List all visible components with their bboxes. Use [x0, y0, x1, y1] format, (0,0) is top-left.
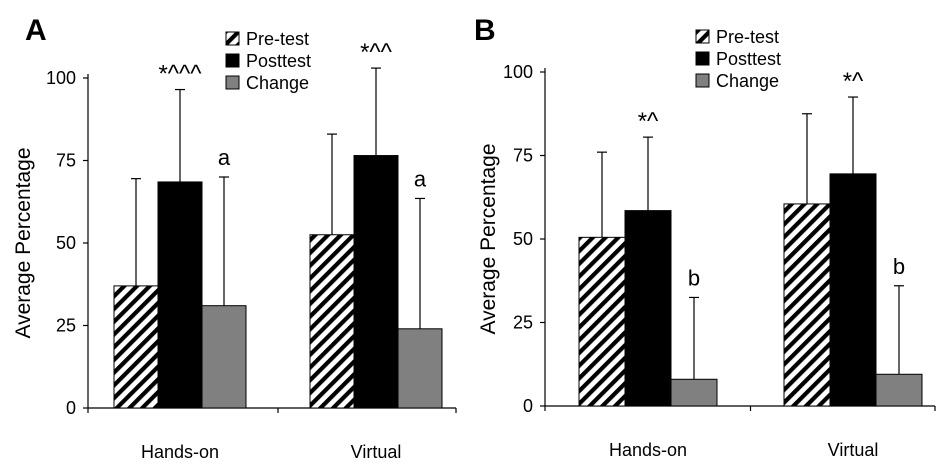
legend-swatch	[695, 51, 710, 66]
bar-posttest-hands-on	[624, 210, 672, 407]
y-tick-label: 50	[513, 229, 533, 249]
panel-a: A Average Percentage 0 25 50 75 100 Hands-on Vir…	[12, 14, 457, 462]
y-tick-label: 75	[56, 151, 76, 171]
annotation-label: *^	[843, 68, 864, 95]
bar-posttest-virtual	[353, 155, 399, 409]
x-category-label: Hands-on	[609, 440, 687, 460]
legend-label: Posttest	[716, 49, 781, 69]
y-tick-label: 50	[56, 233, 76, 253]
bar-pre-test-hands-on	[113, 285, 159, 409]
bar-change-virtual	[875, 373, 923, 407]
legend-label: Pre-test	[716, 27, 779, 47]
bar-posttest-virtual	[829, 173, 877, 407]
y-tick-label: 75	[513, 146, 533, 166]
bar-pre-test-virtual	[309, 234, 355, 409]
panel-label: A	[25, 14, 47, 47]
bar-pre-test-hands-on	[578, 236, 626, 407]
legend-label: Pre-test	[246, 29, 309, 49]
y-tick-label: 0	[523, 396, 533, 416]
legend-swatch	[225, 53, 240, 68]
bar-change-hands-on	[670, 378, 718, 407]
x-category-label: Hands-on	[141, 442, 219, 462]
bar-change-virtual	[397, 328, 443, 409]
legend-label: Change	[716, 71, 779, 91]
annotation-label: b	[688, 265, 700, 290]
annotation-label: *^^	[360, 39, 393, 66]
panel-b: B Average Percentage 0 25 50 75 100 Hands-on Vir…	[474, 14, 936, 460]
legend-label: Change	[246, 73, 309, 93]
legend-swatch	[225, 31, 240, 46]
annotation-label: a	[218, 145, 231, 170]
annotation-label: *^^^	[158, 61, 202, 88]
legend-swatch	[225, 75, 240, 90]
legend-swatch	[695, 29, 710, 44]
y-tick-label: 100	[46, 68, 76, 88]
panel-label: B	[474, 14, 496, 47]
y-tick-label: 0	[66, 398, 76, 418]
y-tick-label: 25	[513, 313, 533, 333]
x-category-label: Virtual	[351, 442, 402, 462]
annotation-label: b	[893, 254, 905, 279]
y-axis-label: Average Percentage	[12, 147, 35, 338]
bar-posttest-hands-on	[157, 181, 203, 409]
legend-swatch	[695, 73, 710, 88]
bar-change-hands-on	[201, 305, 247, 409]
y-tick-label: 25	[56, 316, 76, 336]
y-axis-label: Average Percentage	[477, 143, 500, 334]
bar-pre-test-virtual	[783, 203, 831, 407]
y-tick-label: 100	[503, 62, 533, 82]
annotation-label: *^	[638, 108, 659, 135]
legend-label: Posttest	[246, 51, 311, 71]
x-category-label: Virtual	[828, 440, 879, 460]
annotation-label: a	[414, 166, 427, 191]
